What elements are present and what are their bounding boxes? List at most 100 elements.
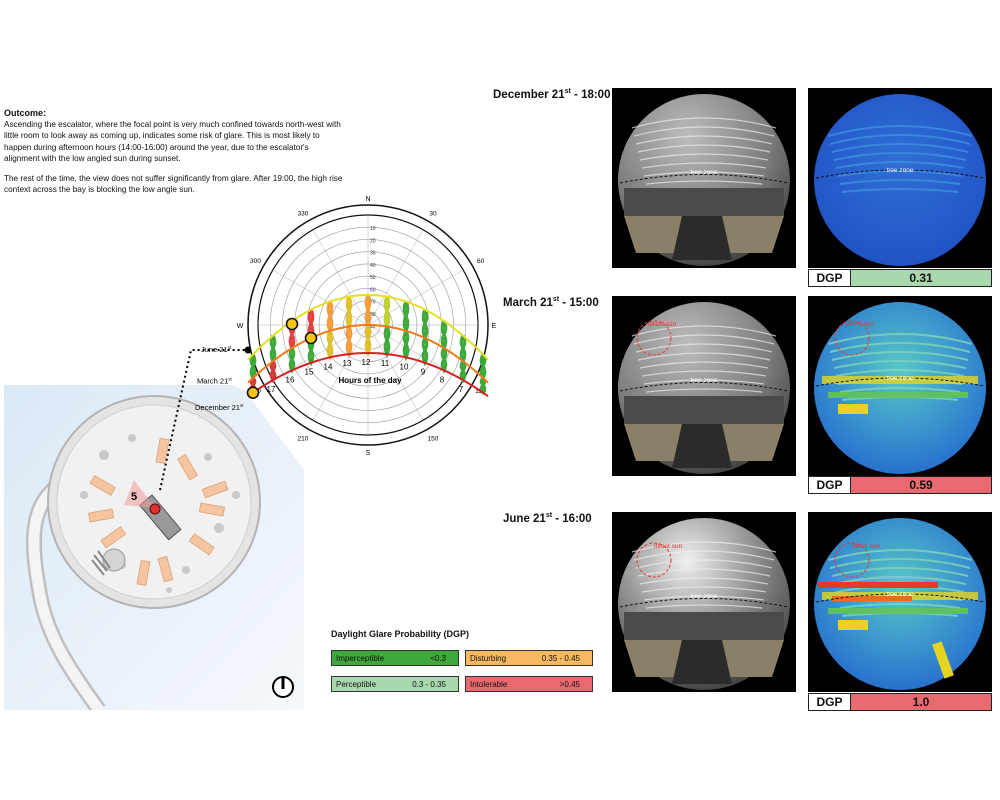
- season-label-december: December 21st: [195, 403, 244, 412]
- azimuth-label: 150: [428, 436, 439, 443]
- site-plan: 5: [4, 385, 304, 710]
- legend-range: 0.3 - 0.35: [412, 679, 446, 689]
- hour-label: 7: [459, 385, 464, 394]
- dgp-label: DGP: [809, 477, 851, 493]
- sun-path-diagram: NSEW330303006024012021015090807060504030…: [195, 196, 497, 457]
- falsecolour-render-2: tree zone direct sun: [808, 296, 992, 476]
- compass-s: S: [366, 450, 371, 457]
- analemma-lower: [326, 330, 334, 362]
- hour-label: 8: [440, 375, 445, 384]
- legend-label: Perceptible: [336, 679, 377, 689]
- compass-e: E: [492, 323, 497, 330]
- render-title-1: December 21st - 18:00: [493, 88, 611, 101]
- analemma-upper: [459, 334, 467, 365]
- outcome-paragraph-1: Ascending the escalator, where the focal…: [4, 120, 341, 163]
- direct-sun-label: direct sun: [852, 543, 881, 550]
- hour-label: 16: [286, 375, 295, 384]
- falsecolour-render-1: tree zone: [808, 88, 992, 268]
- direct-sun-label: direct sun: [648, 321, 677, 328]
- compass-w: W: [237, 323, 244, 330]
- analemma-lower: [383, 325, 391, 359]
- dgp-value: 0.31: [851, 270, 991, 286]
- outcome-paragraph-2: The rest of the time, the view does not …: [4, 174, 343, 195]
- analemma-lower: [269, 360, 277, 384]
- render-title-2: March 21st - 15:00: [503, 296, 599, 309]
- tree-zone-label: tree zone: [690, 169, 717, 176]
- outcome-heading: Outcome:: [4, 108, 47, 118]
- fisheye-render-2: tree zone direct sun: [612, 296, 796, 476]
- compass-n: N: [365, 196, 370, 203]
- hour-label: 10: [400, 362, 409, 371]
- hours-caption: Hours of the day: [338, 376, 402, 385]
- hour-label: 9: [421, 368, 426, 377]
- dgp-bar-2: DGP 0.59: [808, 476, 992, 494]
- analemma-lower: [364, 324, 372, 358]
- legend-label: Intolerable: [470, 679, 508, 689]
- altitude-label: 80: [370, 312, 376, 318]
- altitude-label: 20: [370, 238, 376, 244]
- analemma-lower: [345, 325, 353, 359]
- dgp-value: 1.0: [851, 694, 991, 710]
- tree-zone-label: tree zone: [886, 375, 913, 382]
- hour-label: 13: [343, 359, 352, 368]
- altitude-label: 60: [370, 287, 376, 293]
- direct-sun-label: direct sun: [654, 543, 683, 550]
- render-title-3: June 21st - 16:00: [503, 512, 592, 525]
- fisheye-render-1: tree zone: [612, 88, 796, 268]
- fisheye-render-3: tree zone direct sun: [612, 512, 796, 692]
- altitude-label: 90: [370, 324, 376, 330]
- season-label-june: June 21st: [201, 345, 232, 354]
- tree-zone-label: tree zone: [690, 377, 717, 384]
- analemma-upper: [269, 334, 277, 365]
- analemma-upper: [421, 308, 429, 343]
- legend-range: <0.3: [430, 653, 446, 663]
- legend-item-disturbing: Disturbing 0.35 - 0.45: [465, 650, 593, 666]
- legend-item-perceptible: Perceptible 0.3 - 0.35: [331, 676, 459, 692]
- analemma-upper: [326, 300, 334, 336]
- tree-zone-label: tree zone: [886, 591, 913, 598]
- azimuth-label: 30: [429, 210, 437, 217]
- legend-item-imperceptible: Imperceptible <0.3: [331, 650, 459, 666]
- analemma-upper: [479, 353, 487, 382]
- analemma-lower: [288, 347, 296, 374]
- sun-position-marker: [285, 317, 299, 331]
- legend-range: >0.45: [559, 679, 580, 689]
- dgp-bar-3: DGP 1.0: [808, 693, 992, 711]
- tree-zone-label: tree zone: [690, 593, 717, 600]
- sun-position-marker: [246, 386, 260, 399]
- altitude-label: 50: [370, 275, 376, 281]
- viewpoint-number: 5: [131, 491, 137, 503]
- legend-item-intolerable: Intolerable >0.45: [465, 676, 593, 692]
- hour-label: 12: [362, 358, 371, 367]
- altitude-label: 70: [370, 300, 376, 306]
- analemma-lower: [421, 337, 429, 367]
- dgp-label: DGP: [809, 270, 851, 286]
- analemma-upper: [249, 353, 257, 382]
- hour-label: 15: [305, 368, 314, 377]
- azimuth-label: 330: [298, 210, 309, 217]
- tree-zone-label: tree zone: [886, 167, 913, 174]
- analemma-lower: [402, 330, 410, 362]
- legend-label: Imperceptible: [336, 653, 385, 663]
- legend-range: 0.35 - 0.45: [541, 653, 580, 663]
- hour-label: 11: [381, 359, 390, 368]
- altitude-label: 10: [370, 226, 376, 232]
- arc-december: [247, 351, 489, 398]
- view-cone: [124, 480, 155, 508]
- analemma-lower: [440, 347, 448, 374]
- azimuth-label: 60: [477, 258, 485, 265]
- falsecolour-render-3: tree zone direct sun: [808, 512, 992, 692]
- sun-position-marker: [304, 331, 318, 345]
- direct-sun-label: direct sun: [846, 321, 875, 328]
- analemma-upper: [440, 320, 448, 353]
- hour-label: 17: [267, 385, 276, 394]
- legend-title: Daylight Glare Probability (DGP): [331, 629, 470, 639]
- dgp-bar-1: DGP 0.31: [808, 269, 992, 287]
- azimuth-label: 210: [298, 436, 309, 443]
- altitude-label: 40: [370, 263, 376, 269]
- dgp-value: 0.59: [851, 477, 991, 493]
- dgp-label: DGP: [809, 694, 851, 710]
- altitude-label: 30: [370, 251, 376, 257]
- legend-label: Disturbing: [470, 653, 507, 663]
- arc-march: [247, 323, 489, 384]
